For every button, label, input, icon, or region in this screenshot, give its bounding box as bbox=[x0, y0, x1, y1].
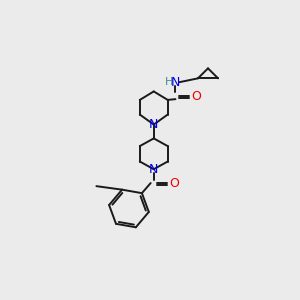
Text: O: O bbox=[170, 177, 180, 190]
Text: N: N bbox=[149, 118, 158, 131]
Text: N: N bbox=[171, 76, 180, 89]
Text: H: H bbox=[165, 77, 173, 87]
Text: N: N bbox=[149, 163, 158, 176]
Text: O: O bbox=[191, 90, 201, 103]
